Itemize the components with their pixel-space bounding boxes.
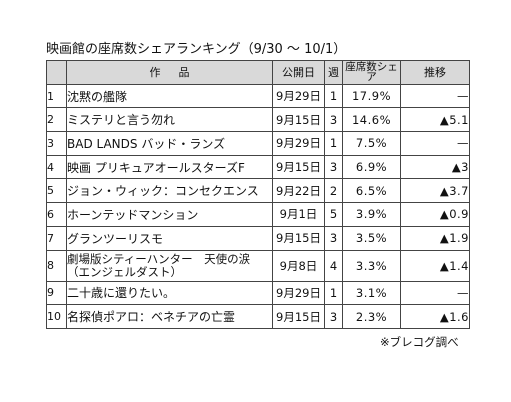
weeks-cell: 4 xyxy=(324,249,343,282)
rank-cell: 6 xyxy=(46,202,67,227)
film-title-cell: 劇場版シティーハンター 天使の涙（エンジェルダスト） xyxy=(66,249,273,282)
release-date-cell: 9月8日 xyxy=(272,249,325,282)
release-date-cell: 9月29日 xyxy=(272,131,325,156)
table-row: 5 ジョン・ウィック：コンセクエンス 9月22日 2 6.5% ▲3.7 xyxy=(46,178,470,204)
weeks-cell: 1 xyxy=(324,280,343,306)
table-row: 1 沈黙の艦隊 9月29日 1 17.9% — xyxy=(46,83,470,109)
film-title-cell: 沈黙の艦隊 xyxy=(66,83,273,109)
film-title-cell: 名探偵ポアロ：ベネチアの亡霊 xyxy=(66,304,273,329)
change-cell: ▲1.4 xyxy=(400,249,470,282)
share-cell: 7.5% xyxy=(342,131,401,156)
weeks-cell: 1 xyxy=(324,83,343,109)
weeks-cell: 1 xyxy=(324,131,343,156)
share-cell: 14.6% xyxy=(342,107,401,133)
film-title-cell: 映画 プリキュアオールスターズF xyxy=(66,154,273,180)
weeks-cell: 3 xyxy=(324,107,343,133)
rank-cell: 3 xyxy=(46,131,67,156)
change-cell: — xyxy=(400,131,470,156)
film-title-cell: グランツーリスモ xyxy=(66,225,273,251)
rank-cell: 2 xyxy=(46,107,67,133)
release-date-cell: 9月29日 xyxy=(272,83,325,109)
title-header: 作品 xyxy=(66,60,273,85)
change-cell: ▲0.9 xyxy=(400,202,470,227)
release-date-cell: 9月29日 xyxy=(272,280,325,306)
table-row: 2 ミステリと言う勿れ 9月15日 3 14.6% ▲5.1 xyxy=(46,107,470,133)
table-row: 6 ホーンテッドマンション 9月1日 5 3.9% ▲0.9 xyxy=(46,202,470,227)
change-cell: ▲3.7 xyxy=(400,178,470,204)
table-row: 8 劇場版シティーハンター 天使の涙（エンジェルダスト） 9月8日 4 3.3%… xyxy=(46,249,470,282)
table-row: 7 グランツーリスモ 9月15日 3 3.5% ▲1.9 xyxy=(46,225,470,251)
release-date-cell: 9月15日 xyxy=(272,304,325,329)
release-date-cell: 9月15日 xyxy=(272,225,325,251)
change-cell: — xyxy=(400,83,470,109)
change-cell: ▲5.1 xyxy=(400,107,470,133)
table-row: 4 映画 プリキュアオールスターズF 9月15日 3 6.9% ▲3 xyxy=(46,154,470,180)
film-title-cell: ミステリと言う勿れ xyxy=(66,107,273,133)
film-title-cell: ホーンテッドマンション xyxy=(66,202,273,227)
share-cell: 3.3% xyxy=(342,249,401,282)
weeks-cell: 3 xyxy=(324,154,343,180)
rank-header xyxy=(46,60,67,85)
change-cell: ▲1.6 xyxy=(400,304,470,329)
share-cell: 6.9% xyxy=(342,154,401,180)
share-cell: 3.5% xyxy=(342,225,401,251)
ranking-table: 作品 公開日 週 座席数シェア 推移 1 沈黙の艦隊 9月29日 1 17.9%… xyxy=(46,60,470,329)
rank-cell: 8 xyxy=(46,249,67,282)
release-header: 公開日 xyxy=(272,60,325,85)
weeks-cell: 3 xyxy=(324,304,343,329)
share-cell: 3.9% xyxy=(342,202,401,227)
table-row: 9 二十歳に還りたい。 9月29日 1 3.1% — xyxy=(46,280,470,306)
film-title-cell: 二十歳に還りたい。 xyxy=(66,280,273,306)
rank-cell: 1 xyxy=(46,83,67,109)
film-title-cell: BAD LANDS バッド・ランズ xyxy=(66,131,273,156)
table-row: 10 名探偵ポアロ：ベネチアの亡霊 9月15日 3 2.3% ▲1.6 xyxy=(46,304,470,329)
rank-cell: 4 xyxy=(46,154,67,180)
release-date-cell: 9月1日 xyxy=(272,202,325,227)
share-cell: 17.9% xyxy=(342,83,401,109)
weeks-cell: 3 xyxy=(324,225,343,251)
share-header: 座席数シェア xyxy=(342,60,401,85)
share-cell: 6.5% xyxy=(342,178,401,204)
film-title-cell: ジョン・ウィック：コンセクエンス xyxy=(66,178,273,204)
rank-cell: 10 xyxy=(46,304,67,329)
share-cell: 2.3% xyxy=(342,304,401,329)
change-cell: — xyxy=(400,280,470,306)
rank-cell: 5 xyxy=(46,178,67,204)
release-date-cell: 9月15日 xyxy=(272,154,325,180)
rank-cell: 7 xyxy=(46,225,67,251)
release-date-cell: 9月22日 xyxy=(272,178,325,204)
ranking-title: 映画館の座席数シェアランキング（9/30 ～ 10/1） xyxy=(46,42,347,57)
source-note: ※ブレコグ調べ xyxy=(380,335,459,349)
change-cell: ▲1.9 xyxy=(400,225,470,251)
change-cell: ▲3 xyxy=(400,154,470,180)
weeks-header: 週 xyxy=(324,60,343,85)
weeks-cell: 5 xyxy=(324,202,343,227)
weeks-cell: 2 xyxy=(324,178,343,204)
table-header-row: 作品 公開日 週 座席数シェア 推移 xyxy=(46,60,470,85)
change-header: 推移 xyxy=(400,60,470,85)
table-row: 3 BAD LANDS バッド・ランズ 9月29日 1 7.5% — xyxy=(46,131,470,156)
rank-cell: 9 xyxy=(46,280,67,306)
release-date-cell: 9月15日 xyxy=(272,107,325,133)
share-cell: 3.1% xyxy=(342,280,401,306)
